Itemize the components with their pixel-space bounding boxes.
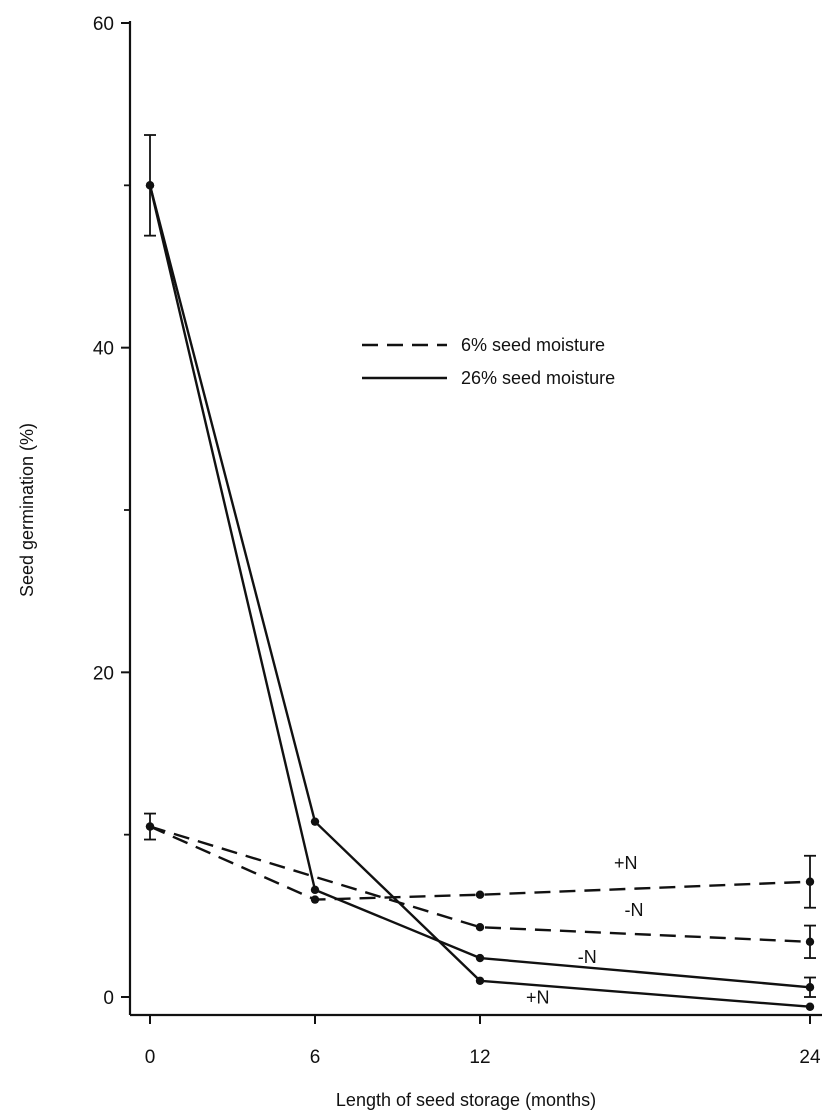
data-point-0-1: [310, 895, 320, 904]
y-axis-title: Seed germination (%): [17, 423, 37, 597]
series-line-2: [148, 185, 811, 1008]
data-point-1-1: [475, 922, 485, 932]
y-tick-label-0: 0: [103, 988, 114, 1009]
data-point-0-2: [475, 890, 485, 899]
data-point-2-2: [475, 976, 485, 985]
data-point-2-3: [805, 1002, 815, 1011]
x-tick-label-0: 0: [145, 1047, 156, 1068]
data-point-1-0: [145, 822, 155, 831]
series-label-3: +N: [526, 987, 550, 1007]
data-point-1-2: [805, 937, 815, 947]
series-line-1: [149, 825, 811, 944]
x-tick-label-12: 12: [469, 1047, 490, 1068]
legend: 6% seed moisture 26% seed moisture: [362, 335, 615, 388]
y-tick-label-20: 20: [93, 663, 114, 684]
axes: 0 20 40 60 0 6 12 24: [93, 14, 822, 1068]
series-line-3: [148, 185, 811, 989]
data-point-3-1: [310, 885, 320, 895]
data-point-3-0: [145, 181, 155, 190]
x-tick-label-24: 24: [799, 1047, 821, 1068]
series-line-0: [149, 825, 811, 901]
legend-label-26-percent: 26% seed moisture: [461, 368, 615, 388]
series-labels: +N -N -N +N: [526, 853, 644, 1008]
series-label-1: -N: [625, 900, 644, 920]
data-point-3-2: [475, 953, 485, 963]
series-layer: [144, 134, 816, 1011]
data-point-2-1: [310, 817, 320, 826]
y-tick-label-40: 40: [93, 339, 114, 360]
series-label-2: -N: [578, 947, 597, 967]
data-point-3-3: [805, 983, 815, 992]
legend-label-6-percent: 6% seed moisture: [461, 335, 605, 355]
y-tick-label-60: 60: [93, 14, 114, 35]
data-point-0-3: [805, 877, 815, 886]
x-tick-label-6: 6: [310, 1047, 321, 1068]
series-label-0: +N: [614, 853, 638, 873]
x-axis-title: Length of seed storage (months): [336, 1090, 596, 1110]
